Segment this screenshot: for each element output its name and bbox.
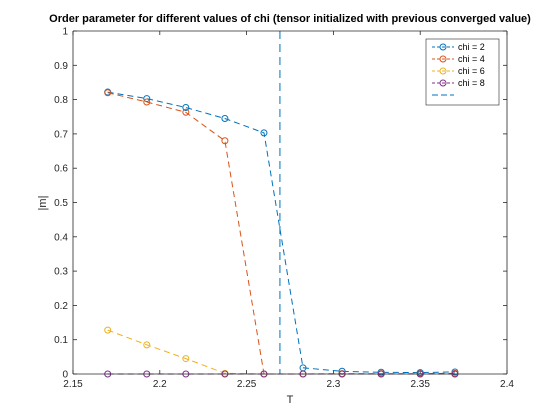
y-tick-label: 0 (62, 370, 68, 381)
legend-entry: chi = 2 (432, 42, 485, 52)
data-point (260, 129, 268, 137)
legend-marker (439, 79, 447, 87)
y-tick-label: 1 (62, 27, 68, 38)
data-point (182, 103, 190, 111)
x-tick-label: 2.15 (63, 379, 83, 390)
y-tick-label: 0.9 (54, 61, 68, 72)
series-line (107, 91, 455, 374)
x-tick-label: 2.35 (410, 379, 430, 390)
y-tick-label: 0.4 (54, 232, 68, 243)
y-axis-label: |m| (37, 196, 49, 211)
legend-entry: chi = 8 (432, 78, 485, 88)
legend-marker (439, 55, 447, 63)
y-tick-label: 0.7 (54, 129, 68, 140)
y-tick-label: 0.3 (54, 267, 68, 278)
data-point (143, 341, 151, 349)
legend-label: chi = 6 (458, 66, 485, 76)
plot-frame (72, 30, 508, 375)
y-tick-label: 0.2 (54, 301, 68, 312)
x-tick-label: 2.4 (500, 379, 514, 390)
x-tick-label: 2.25 (237, 379, 257, 390)
legend-label: chi = 4 (458, 54, 485, 64)
legend-box (425, 38, 500, 106)
data-point (143, 98, 151, 106)
y-axis-ticks: 0 0.1 0.2 0.3 0.4 0.5 0.6 0.7 0.8 0.9 1 (54, 27, 507, 381)
data-point (182, 108, 190, 116)
y-tick-label: 0.1 (54, 335, 68, 346)
data-point (182, 355, 190, 363)
legend-marker (439, 67, 447, 75)
y-tick-label: 0.6 (54, 164, 68, 175)
legend-entry: chi = 6 (432, 66, 485, 76)
y-tick-label: 0.8 (54, 95, 68, 106)
legend-entry: chi = 4 (432, 54, 485, 64)
legend: chi = 2 chi = 4 chi = 6 chi = 8 (425, 38, 500, 106)
legend-label: chi = 2 (458, 42, 485, 52)
legend-marker (439, 43, 447, 51)
x-tick-label: 2.2 (153, 379, 167, 390)
data-point (221, 114, 229, 122)
y-tick-label: 0.5 (54, 198, 68, 209)
data-point (104, 89, 112, 97)
legend-items: chi = 2 chi = 4 chi = 6 chi = 8 (432, 42, 485, 96)
x-axis-label: T (287, 394, 294, 406)
legend-label: chi = 8 (458, 78, 485, 88)
data-point (221, 137, 229, 145)
data-point (104, 326, 112, 334)
x-tick-label: 2.3 (326, 379, 340, 390)
chart-title: Order parameter for different values of … (49, 13, 531, 25)
